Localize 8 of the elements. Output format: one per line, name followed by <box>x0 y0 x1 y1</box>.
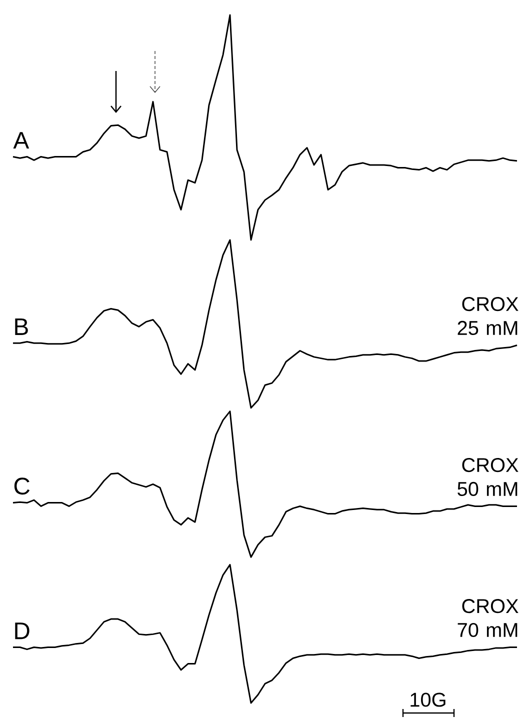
series-label: C <box>14 478 30 495</box>
series-label: B <box>15 318 28 335</box>
annotation: CROX 25 mM <box>458 297 518 336</box>
annotation: 10G <box>410 692 446 707</box>
annotation: CROX 70 mM <box>458 599 518 638</box>
annotation: CROX 50 mM <box>458 458 518 496</box>
series-label: A <box>13 132 30 149</box>
series-label: D <box>15 622 30 640</box>
